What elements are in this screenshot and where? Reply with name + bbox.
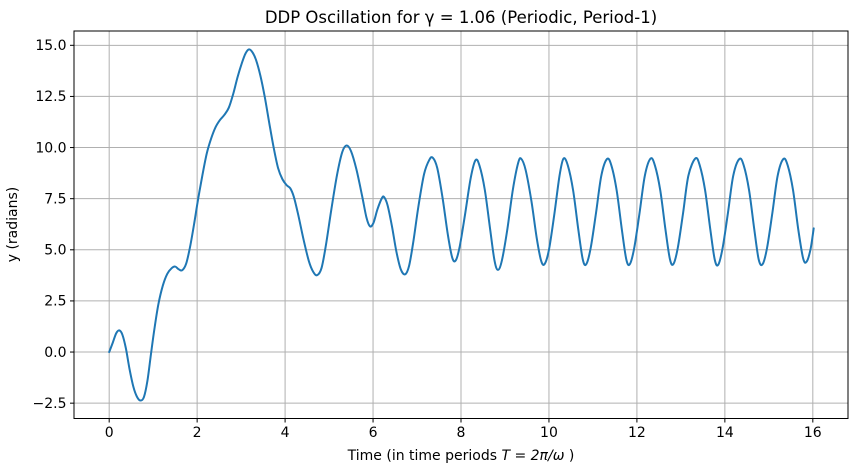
x-tick-label: 4: [281, 425, 290, 441]
y-tick-label: 15.0: [35, 38, 66, 54]
y-tick-label: 12.5: [35, 89, 66, 105]
x-tick-label: 14: [716, 425, 734, 441]
y-tick-label: 10.0: [35, 140, 66, 156]
x-axis-label: Time (in time periods T = 2π/ω ): [347, 448, 575, 464]
y-tick-label: 5.0: [44, 243, 66, 259]
y-tick-label: 2.5: [44, 294, 66, 310]
x-tick-label: 12: [628, 425, 646, 441]
y-tick-label: −2.5: [33, 396, 67, 412]
y-axis-label: y (radians): [5, 187, 21, 263]
y-tick-label: 7.5: [44, 191, 66, 207]
x-tick-label: 8: [457, 425, 466, 441]
x-tick-label: 16: [804, 425, 822, 441]
y-tick-label: 0.0: [44, 345, 66, 361]
x-tick-label: 0: [105, 425, 114, 441]
x-tick-label: 6: [369, 425, 378, 441]
x-tick-label: 2: [193, 425, 202, 441]
oscillation-line: [108, 48, 815, 402]
axis-ticks: 0 2 4 6 8 10 12 14 16 15.0 12.5 10.0 7.5 5.0 2.5 0.0 −2.…: [33, 38, 822, 441]
series-layer: [108, 48, 815, 402]
x-axis-label-text: Time (in time periods: [347, 448, 502, 464]
chart-title: DDP Oscillation for γ = 1.06 (Periodic, …: [265, 8, 657, 27]
x-axis-label-suffix: ): [564, 448, 574, 464]
x-axis-label-math: T = 2π/ω: [501, 448, 564, 464]
x-tick-label: 10: [540, 425, 558, 441]
grid-lines: [74, 31, 848, 419]
